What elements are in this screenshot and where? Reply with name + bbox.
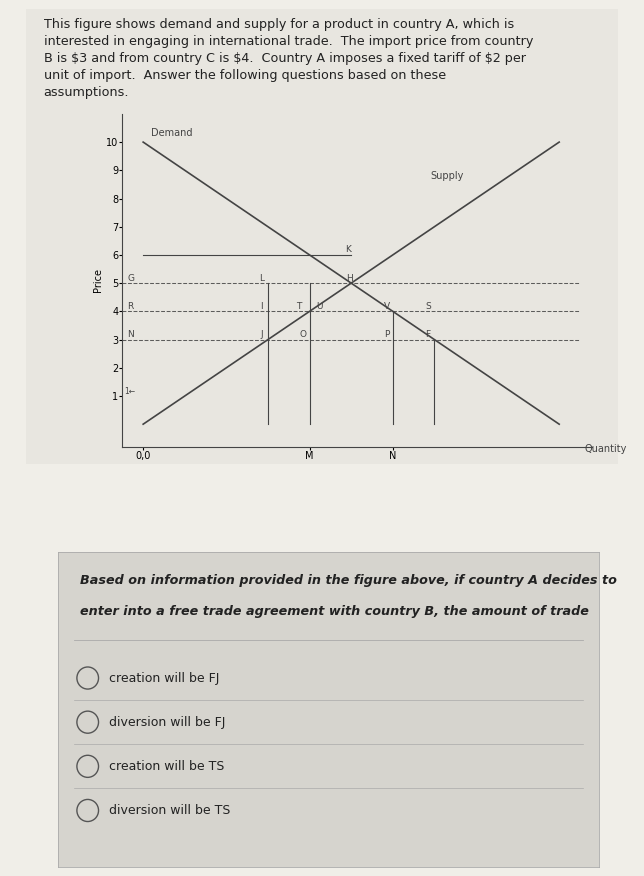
Text: P: P — [384, 330, 389, 339]
Text: F: F — [426, 330, 431, 339]
Text: R: R — [128, 302, 134, 311]
Text: Based on information provided in the figure above, if country A decides to: Based on information provided in the fig… — [80, 574, 616, 587]
Text: enter into a free trade agreement with country B, the amount of trade: enter into a free trade agreement with c… — [80, 605, 589, 618]
Text: Demand: Demand — [151, 129, 193, 138]
Text: 1←: 1← — [124, 386, 136, 396]
Text: K: K — [345, 245, 351, 254]
Text: N: N — [128, 330, 134, 339]
Text: diversion will be TS: diversion will be TS — [109, 804, 231, 817]
Text: O: O — [300, 330, 307, 339]
Text: S: S — [425, 302, 431, 311]
Text: G: G — [127, 274, 134, 283]
Text: J: J — [260, 330, 263, 339]
Text: creation will be FJ: creation will be FJ — [109, 672, 220, 684]
Text: T: T — [296, 302, 302, 311]
Text: This figure shows demand and supply for a product in country A, which is
interes: This figure shows demand and supply for … — [44, 18, 533, 99]
Text: diversion will be FJ: diversion will be FJ — [109, 716, 226, 729]
Y-axis label: Price: Price — [93, 268, 103, 293]
Text: V: V — [383, 302, 390, 311]
Text: creation will be TS: creation will be TS — [109, 759, 225, 773]
Text: Quantity: Quantity — [584, 444, 627, 455]
Text: L: L — [260, 274, 264, 283]
Text: I: I — [260, 302, 263, 311]
Text: Supply: Supply — [430, 171, 464, 180]
Text: H: H — [346, 274, 352, 283]
Text: U: U — [317, 302, 323, 311]
